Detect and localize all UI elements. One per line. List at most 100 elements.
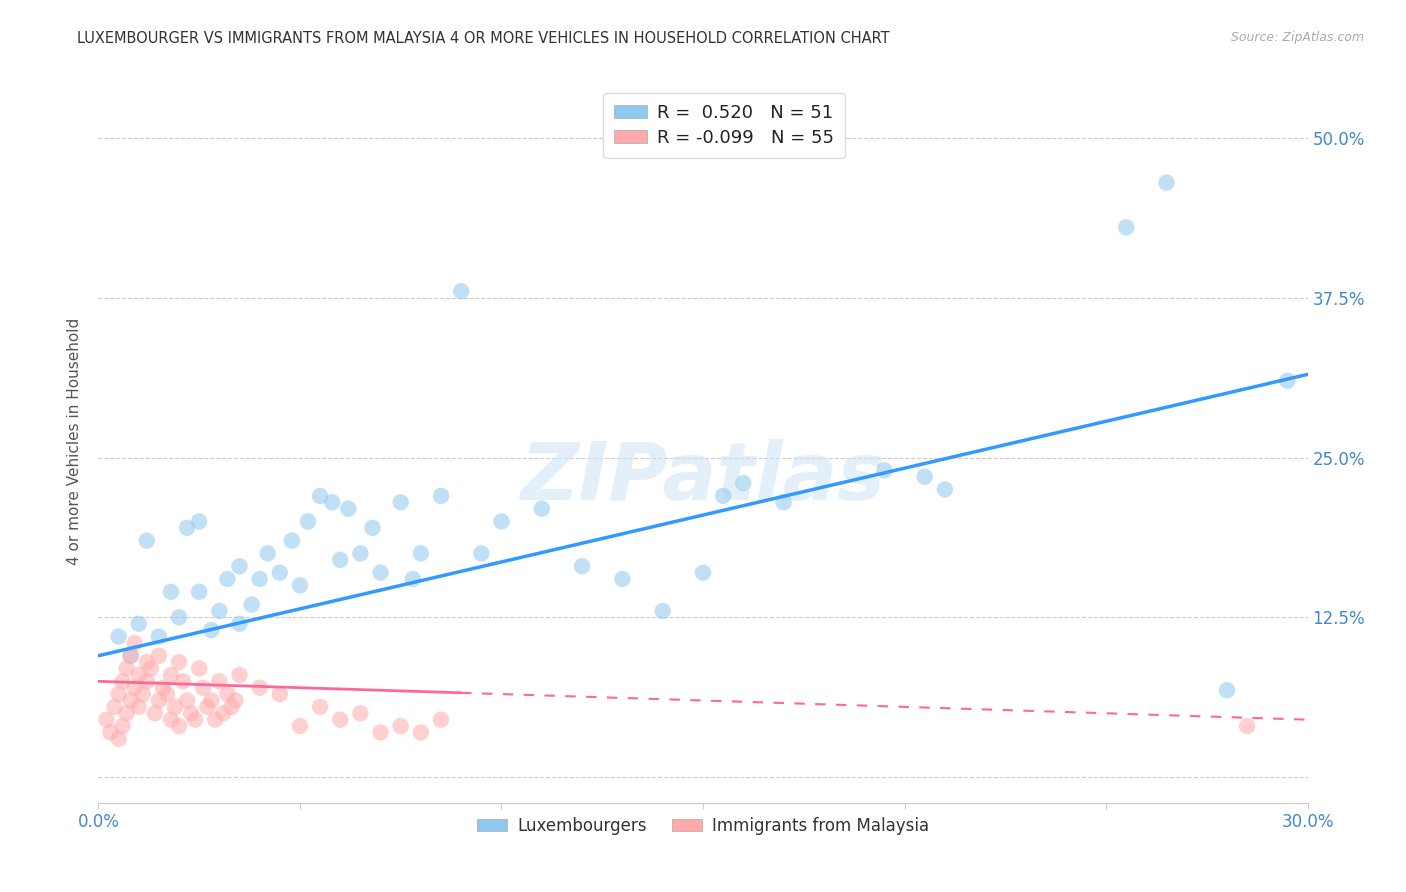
Point bbox=[470, 546, 492, 560]
Point bbox=[612, 572, 634, 586]
Point bbox=[180, 706, 202, 721]
Point bbox=[249, 572, 271, 586]
Point bbox=[188, 584, 211, 599]
Point bbox=[115, 661, 138, 675]
Point bbox=[337, 501, 360, 516]
Point bbox=[329, 713, 352, 727]
Point bbox=[221, 699, 243, 714]
Point bbox=[321, 495, 343, 509]
Point bbox=[128, 668, 150, 682]
Point bbox=[530, 501, 553, 516]
Point bbox=[124, 681, 146, 695]
Point bbox=[256, 546, 278, 560]
Text: ZIPatlas: ZIPatlas bbox=[520, 439, 886, 516]
Point bbox=[120, 693, 142, 707]
Point bbox=[156, 687, 179, 701]
Point bbox=[96, 713, 118, 727]
Point bbox=[491, 515, 513, 529]
Point bbox=[409, 546, 432, 560]
Point bbox=[200, 693, 222, 707]
Point bbox=[212, 706, 235, 721]
Point bbox=[128, 699, 150, 714]
Point bbox=[772, 495, 794, 509]
Point bbox=[228, 559, 250, 574]
Text: Source: ZipAtlas.com: Source: ZipAtlas.com bbox=[1230, 31, 1364, 45]
Point bbox=[402, 572, 425, 586]
Point bbox=[111, 674, 134, 689]
Point bbox=[176, 521, 198, 535]
Point bbox=[1115, 220, 1137, 235]
Point bbox=[124, 636, 146, 650]
Point bbox=[208, 674, 231, 689]
Point bbox=[139, 661, 162, 675]
Point bbox=[160, 668, 183, 682]
Point bbox=[309, 489, 332, 503]
Point bbox=[329, 553, 352, 567]
Point bbox=[107, 687, 129, 701]
Point bbox=[733, 476, 755, 491]
Point bbox=[297, 515, 319, 529]
Point bbox=[188, 661, 211, 675]
Point bbox=[430, 713, 453, 727]
Point bbox=[288, 578, 311, 592]
Point bbox=[692, 566, 714, 580]
Point bbox=[208, 604, 231, 618]
Point bbox=[163, 699, 186, 714]
Point bbox=[249, 681, 271, 695]
Point bbox=[711, 489, 734, 503]
Point bbox=[135, 674, 157, 689]
Point bbox=[188, 515, 211, 529]
Point bbox=[167, 610, 190, 624]
Y-axis label: 4 or more Vehicles in Household: 4 or more Vehicles in Household bbox=[67, 318, 83, 566]
Point bbox=[361, 521, 384, 535]
Point bbox=[167, 655, 190, 669]
Point bbox=[160, 584, 183, 599]
Point bbox=[873, 463, 896, 477]
Point bbox=[430, 489, 453, 503]
Point bbox=[1156, 176, 1178, 190]
Point bbox=[148, 630, 170, 644]
Point bbox=[107, 731, 129, 746]
Point bbox=[914, 469, 936, 483]
Point bbox=[1216, 683, 1239, 698]
Point bbox=[269, 566, 291, 580]
Point bbox=[571, 559, 593, 574]
Point bbox=[120, 648, 142, 663]
Point bbox=[204, 713, 226, 727]
Point bbox=[934, 483, 956, 497]
Point bbox=[240, 598, 263, 612]
Point bbox=[224, 693, 246, 707]
Point bbox=[172, 674, 194, 689]
Point bbox=[148, 648, 170, 663]
Point bbox=[103, 699, 125, 714]
Point bbox=[200, 623, 222, 637]
Point bbox=[135, 655, 157, 669]
Point bbox=[176, 693, 198, 707]
Point bbox=[389, 495, 412, 509]
Point bbox=[389, 719, 412, 733]
Point bbox=[143, 706, 166, 721]
Point bbox=[217, 687, 239, 701]
Point bbox=[148, 693, 170, 707]
Point bbox=[115, 706, 138, 721]
Point bbox=[107, 630, 129, 644]
Point bbox=[152, 681, 174, 695]
Point bbox=[111, 719, 134, 733]
Point bbox=[100, 725, 122, 739]
Point bbox=[184, 713, 207, 727]
Point bbox=[135, 533, 157, 548]
Point bbox=[409, 725, 432, 739]
Point bbox=[160, 713, 183, 727]
Point bbox=[1277, 374, 1299, 388]
Point bbox=[128, 616, 150, 631]
Point bbox=[217, 572, 239, 586]
Point bbox=[450, 285, 472, 299]
Point bbox=[309, 699, 332, 714]
Point bbox=[167, 719, 190, 733]
Point bbox=[651, 604, 673, 618]
Text: LUXEMBOURGER VS IMMIGRANTS FROM MALAYSIA 4 OR MORE VEHICLES IN HOUSEHOLD CORRELA: LUXEMBOURGER VS IMMIGRANTS FROM MALAYSIA… bbox=[77, 31, 890, 46]
Point bbox=[228, 668, 250, 682]
Point bbox=[228, 616, 250, 631]
Point bbox=[1236, 719, 1258, 733]
Point bbox=[132, 687, 155, 701]
